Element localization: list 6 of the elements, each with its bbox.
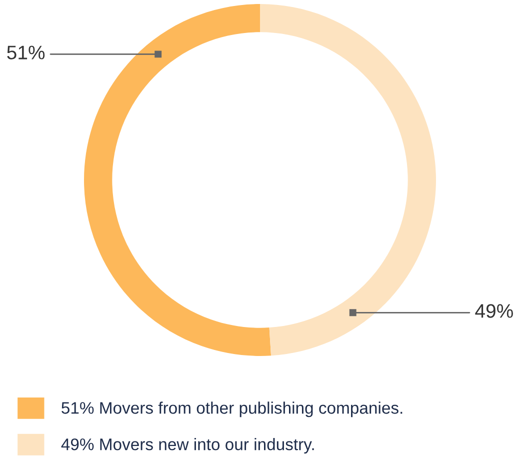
donut-slice: [84, 4, 272, 356]
data-label: 51%: [7, 46, 45, 60]
legend-label: 49% Movers new into our industry.: [61, 438, 314, 454]
data-label: 49%: [475, 304, 513, 318]
legend-label: 51% Movers from other publishing companies.: [62, 402, 402, 418]
donut-slice: [260, 4, 436, 356]
